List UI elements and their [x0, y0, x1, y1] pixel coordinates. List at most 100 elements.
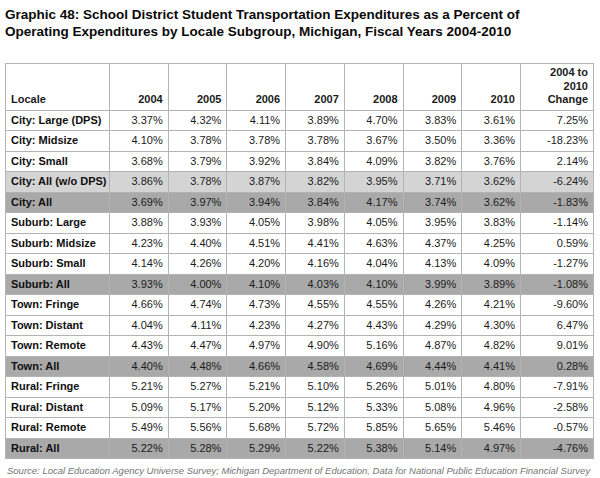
value-cell: 4.04% [110, 315, 169, 336]
table-row: Town: Fringe4.66%4.74%4.73%4.55%4.55%4.2… [6, 295, 594, 316]
value-cell: -0.57% [521, 418, 594, 439]
value-cell: 4.17% [344, 192, 403, 213]
value-cell: 4.14% [110, 254, 169, 275]
value-cell: 3.68% [110, 151, 169, 172]
table-row: City: All3.69%3.97%3.94%3.84%4.17%3.74%3… [6, 192, 594, 213]
value-cell: -18.23% [521, 131, 594, 152]
value-cell: -2.58% [521, 397, 594, 418]
value-cell: 5.17% [168, 397, 227, 418]
value-cell: 3.89% [286, 110, 345, 131]
value-cell: 4.82% [462, 336, 521, 357]
value-cell: -6.24% [521, 172, 594, 193]
value-cell: 4.58% [286, 356, 345, 377]
value-cell: 5.14% [403, 438, 462, 459]
value-cell: 3.89% [462, 274, 521, 295]
value-cell: 4.55% [286, 295, 345, 316]
value-cell: 3.37% [110, 110, 169, 131]
value-cell: 3.97% [168, 192, 227, 213]
value-cell: 4.13% [403, 254, 462, 275]
table-row: Suburb: Small4.14%4.26%4.20%4.16%4.04%4.… [6, 254, 594, 275]
value-cell: 4.23% [227, 315, 286, 336]
value-cell: 4.30% [462, 315, 521, 336]
value-cell: 3.84% [286, 192, 345, 213]
value-cell: 3.98% [286, 213, 345, 234]
value-cell: 4.63% [344, 233, 403, 254]
value-cell: 4.05% [344, 213, 403, 234]
value-cell: 3.82% [403, 151, 462, 172]
locale-cell: Town: Remote [6, 336, 110, 357]
value-cell: -1.08% [521, 274, 594, 295]
value-cell: 4.70% [344, 110, 403, 131]
value-cell: 0.59% [521, 233, 594, 254]
value-cell: 4.69% [344, 356, 403, 377]
value-cell: 5.21% [110, 377, 169, 398]
value-cell: 4.96% [462, 397, 521, 418]
value-cell: 4.48% [168, 356, 227, 377]
locale-cell: Rural: Distant [6, 397, 110, 418]
value-cell: 4.03% [286, 274, 345, 295]
value-cell: 3.87% [227, 172, 286, 193]
expenditure-table: Locale20042005200620072008200920102004 t… [5, 63, 594, 459]
value-cell: 4.87% [403, 336, 462, 357]
value-cell: 4.00% [168, 274, 227, 295]
locale-cell: Suburb: Large [6, 213, 110, 234]
value-cell: 4.37% [403, 233, 462, 254]
value-cell: 4.04% [344, 254, 403, 275]
value-cell: 3.69% [110, 192, 169, 213]
value-cell: 5.22% [286, 438, 345, 459]
column-header: 2008 [344, 64, 403, 111]
value-cell: 3.78% [227, 131, 286, 152]
locale-cell: Rural: Fringe [6, 377, 110, 398]
value-cell: -1.27% [521, 254, 594, 275]
column-header: 2004 to 2010 Change [521, 64, 594, 111]
value-cell: 4.32% [168, 110, 227, 131]
value-cell: 5.72% [286, 418, 345, 439]
value-cell: 5.16% [344, 336, 403, 357]
value-cell: 2.14% [521, 151, 594, 172]
value-cell: 5.46% [462, 418, 521, 439]
column-header: 2010 [462, 64, 521, 111]
table-row: Suburb: Midsize4.23%4.40%4.51%4.41%4.63%… [6, 233, 594, 254]
value-cell: 4.97% [462, 438, 521, 459]
value-cell: 4.41% [286, 233, 345, 254]
table-row: Suburb: All3.93%4.00%4.10%4.03%4.10%3.99… [6, 274, 594, 295]
value-cell: 3.93% [110, 274, 169, 295]
value-cell: 5.09% [110, 397, 169, 418]
locale-cell: Town: All [6, 356, 110, 377]
value-cell: 3.62% [462, 192, 521, 213]
value-cell: 4.05% [227, 213, 286, 234]
value-cell: 5.27% [168, 377, 227, 398]
locale-cell: Town: Distant [6, 315, 110, 336]
value-cell: 3.99% [403, 274, 462, 295]
report-page: Graphic 48: School District Student Tran… [0, 0, 600, 478]
value-cell: 5.65% [403, 418, 462, 439]
value-cell: 3.95% [403, 213, 462, 234]
locale-cell: Rural: All [6, 438, 110, 459]
value-cell: 3.93% [168, 213, 227, 234]
value-cell: 3.86% [110, 172, 169, 193]
column-header: 2007 [286, 64, 345, 111]
value-cell: 4.51% [227, 233, 286, 254]
value-cell: 5.26% [344, 377, 403, 398]
table-row: Suburb: Large3.88%3.93%4.05%3.98%4.05%3.… [6, 213, 594, 234]
value-cell: 3.36% [462, 131, 521, 152]
value-cell: 5.85% [344, 418, 403, 439]
value-cell: 4.21% [462, 295, 521, 316]
value-cell: 4.74% [168, 295, 227, 316]
value-cell: 3.94% [227, 192, 286, 213]
value-cell: 3.71% [403, 172, 462, 193]
table-row: Rural: Distant5.09%5.17%5.20%5.12%5.33%5… [6, 397, 594, 418]
value-cell: 5.20% [227, 397, 286, 418]
value-cell: 4.66% [227, 356, 286, 377]
value-cell: 4.16% [286, 254, 345, 275]
column-header: 2004 [110, 64, 169, 111]
value-cell: 4.97% [227, 336, 286, 357]
value-cell: 5.10% [286, 377, 345, 398]
value-cell: 3.88% [110, 213, 169, 234]
value-cell: 3.82% [286, 172, 345, 193]
table-row: Rural: Remote5.49%5.56%5.68%5.72%5.85%5.… [6, 418, 594, 439]
table-header: Locale20042005200620072008200920102004 t… [6, 64, 594, 111]
locale-cell: City: Midsize [6, 131, 110, 152]
locale-cell: Town: Fringe [6, 295, 110, 316]
value-cell: 4.20% [227, 254, 286, 275]
